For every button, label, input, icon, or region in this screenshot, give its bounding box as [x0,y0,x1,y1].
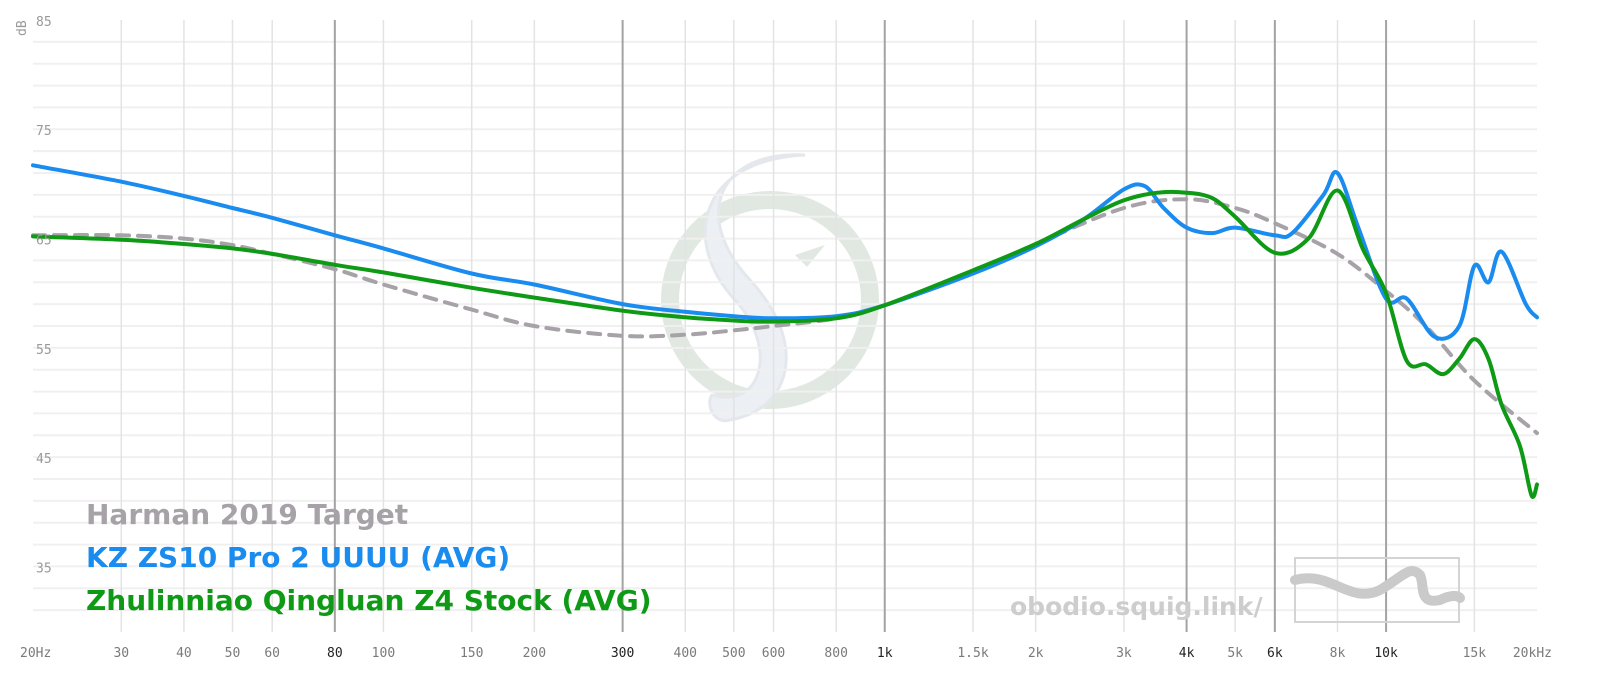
y-tick-label: 85 [36,15,52,30]
x-tick-label: 5k [1227,646,1243,661]
x-tick-label: 150 [460,646,483,661]
y-tick-label: 35 [36,561,52,576]
x-tick-label: 60 [264,646,280,661]
x-tick-label: 8k [1330,646,1346,661]
x-tick-label: 40 [176,646,192,661]
x-grid [120,20,1476,632]
y-axis-label: dB [15,20,30,36]
x-tick-label: 3k [1116,646,1132,661]
x-tick-label: 4k [1179,646,1195,661]
y-tick-label: 65 [36,234,52,249]
x-tick-label: 800 [824,646,847,661]
series-layer [31,163,1539,499]
x-tick-label: 15k [1463,646,1487,661]
squiglink-badge-icon [1290,557,1465,623]
series-line-kz-zs10 [31,163,1539,341]
x-tick-label: 100 [372,646,395,661]
x-tick-label: 200 [523,646,546,661]
legend-entry-target[interactable]: Harman 2019 Target [86,498,408,531]
x-tick-label: 6k [1267,646,1283,661]
x-tick-label: 600 [762,646,785,661]
x-tick-label: 500 [722,646,745,661]
y-tick-label: 45 [36,452,52,467]
legend-entry-zhulinniao[interactable]: Zhulinniao Qingluan Z4 Stock (AVG) [86,584,652,617]
x-tick-label: 80 [327,646,343,661]
x-tick-label: 20Hz [20,646,51,661]
site-watermark: obodio.squig.link/ [1010,592,1263,621]
x-tick-label: 10k [1374,646,1398,661]
x-tick-label: 300 [611,646,634,661]
series-line-zhulinniao [31,188,1539,499]
x-tick-label: 20kHz [1513,646,1552,661]
x-tick-label: 2k [1028,646,1044,661]
x-tick-label: 50 [225,646,241,661]
x-tick-label: 1k [877,646,893,661]
y-tick-label: 75 [36,124,52,139]
x-tick-labels: 20Hz 30 40 50 60 80 100 150 200 300 400 500 600 800 1k… [20,646,1552,661]
legend: Harman 2019 Target KZ ZS10 Pro 2 UUUU (A… [86,498,652,617]
y-tick-label: 55 [36,343,52,358]
x-tick-label: 400 [674,646,697,661]
x-tick-label: 30 [113,646,129,661]
legend-entry-kz-zs10[interactable]: KZ ZS10 Pro 2 UUUU (AVG) [86,541,510,574]
y-tick-labels: 85 75 65 55 45 35 [36,15,52,576]
x-tick-label: 1.5k [957,646,988,661]
